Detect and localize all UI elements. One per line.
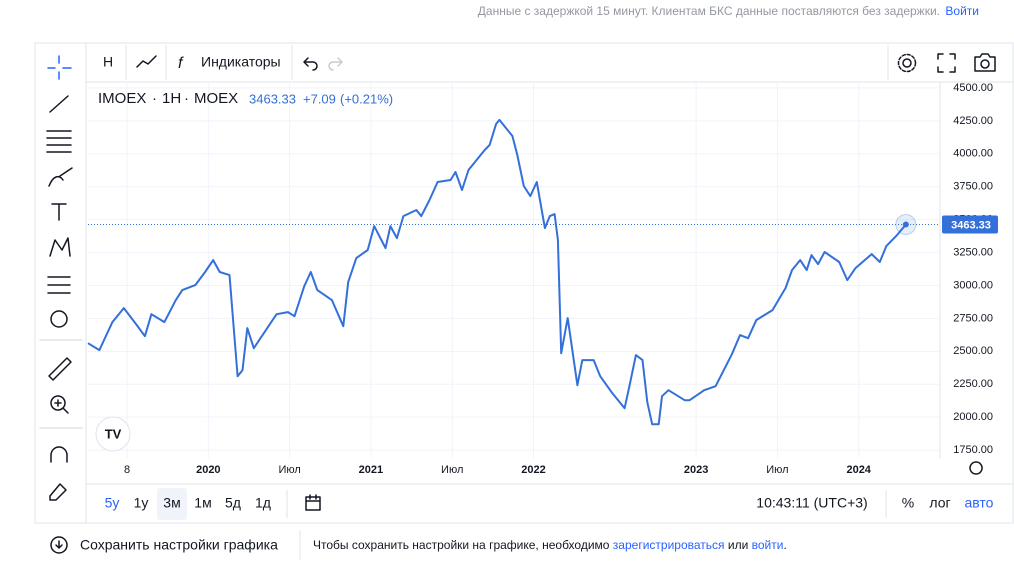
indicators-button[interactable]: Индикаторы <box>201 54 281 70</box>
log-button[interactable]: лог <box>929 495 950 511</box>
save-settings[interactable]: Сохранить настройки графика <box>80 537 278 553</box>
last-price-label: 3463.33 <box>951 219 991 231</box>
lock-tool[interactable] <box>49 483 67 501</box>
y-tick-label: 3000.00 <box>953 279 993 291</box>
interval: 1H <box>162 90 181 107</box>
y-tick-label: 4000.00 <box>953 148 993 160</box>
price-line <box>87 118 907 426</box>
range-button[interactable]: 5y <box>105 495 120 511</box>
widget-frame <box>34 42 1014 524</box>
login-link[interactable]: Войти <box>945 4 979 18</box>
footer-text: Чтобы сохранить настройки на графике, не… <box>313 538 787 552</box>
y-tick-label: 2000.00 <box>953 411 993 423</box>
y-tick-label: 2750.00 <box>953 312 993 324</box>
x-tick-label: Июл <box>441 464 463 476</box>
range-highlight <box>157 488 187 520</box>
crosshair-tool[interactable] <box>47 55 72 80</box>
exchange: MOEX <box>194 90 238 107</box>
fib-tool[interactable] <box>46 130 72 153</box>
y-tick-label: 3750.00 <box>953 181 993 193</box>
login-link[interactable]: войти <box>752 538 784 552</box>
range-button[interactable]: 3м <box>163 495 180 511</box>
last-price-badge <box>942 215 998 234</box>
last-point <box>902 221 909 228</box>
axis-settings[interactable] <box>969 461 983 475</box>
y-tick-label: 4500.00 <box>953 82 993 94</box>
screenshot-button[interactable] <box>974 53 996 72</box>
indicators-icon: f <box>178 55 184 72</box>
trend-line-tool[interactable] <box>49 95 69 113</box>
forecast-tool[interactable] <box>47 276 71 294</box>
symbol: IMOEX <box>98 90 146 107</box>
save-icon <box>50 536 68 554</box>
plot-area: 1750.00 2000.00 2250.00 2500.00 2750.00 3000.… <box>87 82 998 476</box>
fullscreen-button[interactable] <box>937 53 956 73</box>
price-change: +7.09 <box>303 91 336 106</box>
separator: · <box>152 90 157 107</box>
chart-type-button[interactable] <box>136 55 157 68</box>
svg-text:TV: TV <box>105 426 122 441</box>
range-button[interactable]: 5д <box>225 495 241 511</box>
footer-or: или <box>728 538 748 552</box>
zoom-tool[interactable] <box>50 395 66 411</box>
date-range-button[interactable] <box>305 494 321 511</box>
x-tick-label: 2020 <box>196 464 220 476</box>
footer-end: . <box>783 538 786 552</box>
emoji-tool[interactable] <box>50 310 68 328</box>
footer-message: Чтобы сохранить настройки на графике, не… <box>313 538 610 552</box>
delay-notice: Данные с задержкой 15 минут. Клиентам БК… <box>478 4 940 18</box>
x-tick-label: Июл <box>278 464 300 476</box>
x-tick-label: Июл <box>766 464 788 476</box>
tv-logo: TV <box>95 416 131 452</box>
last-price: 3463.33 <box>249 91 296 106</box>
x-tick-label: 2023 <box>684 464 708 476</box>
ruler-tool[interactable] <box>48 357 72 381</box>
pattern-tool[interactable] <box>49 237 71 257</box>
undo-button[interactable] <box>303 57 318 71</box>
redo-button[interactable] <box>328 57 343 71</box>
left-toolbar <box>39 55 83 501</box>
range-button[interactable]: 1м <box>194 495 211 511</box>
brush-tool[interactable] <box>48 167 73 187</box>
range-button[interactable]: 1д <box>255 495 271 511</box>
clock: 10:43:11 (UTC+3) <box>756 495 867 511</box>
x-tick-label: 2021 <box>359 464 383 476</box>
auto-button[interactable]: авто <box>965 495 994 511</box>
x-tick-label: 2024 <box>846 464 871 476</box>
register-link[interactable]: зарегистрироваться <box>613 538 725 552</box>
separator: · <box>184 90 189 107</box>
x-tick-label: 8 <box>124 464 130 476</box>
percent-button[interactable]: % <box>902 495 914 511</box>
interval-button[interactable]: H <box>103 54 113 70</box>
range-button[interactable]: 1y <box>134 495 149 511</box>
magnet-tool[interactable] <box>50 446 68 463</box>
y-tick-label: 2500.00 <box>953 345 993 357</box>
price-change-pct: (+0.21%) <box>340 91 393 106</box>
y-tick-label: 2250.00 <box>953 378 993 390</box>
x-tick-label: 2022 <box>521 464 545 476</box>
y-tick-label: 3250.00 <box>953 246 993 258</box>
settings-button[interactable] <box>902 58 912 68</box>
y-tick-label: 4250.00 <box>953 115 993 127</box>
y-tick-label: 1750.00 <box>953 444 993 456</box>
text-tool[interactable] <box>51 203 67 221</box>
